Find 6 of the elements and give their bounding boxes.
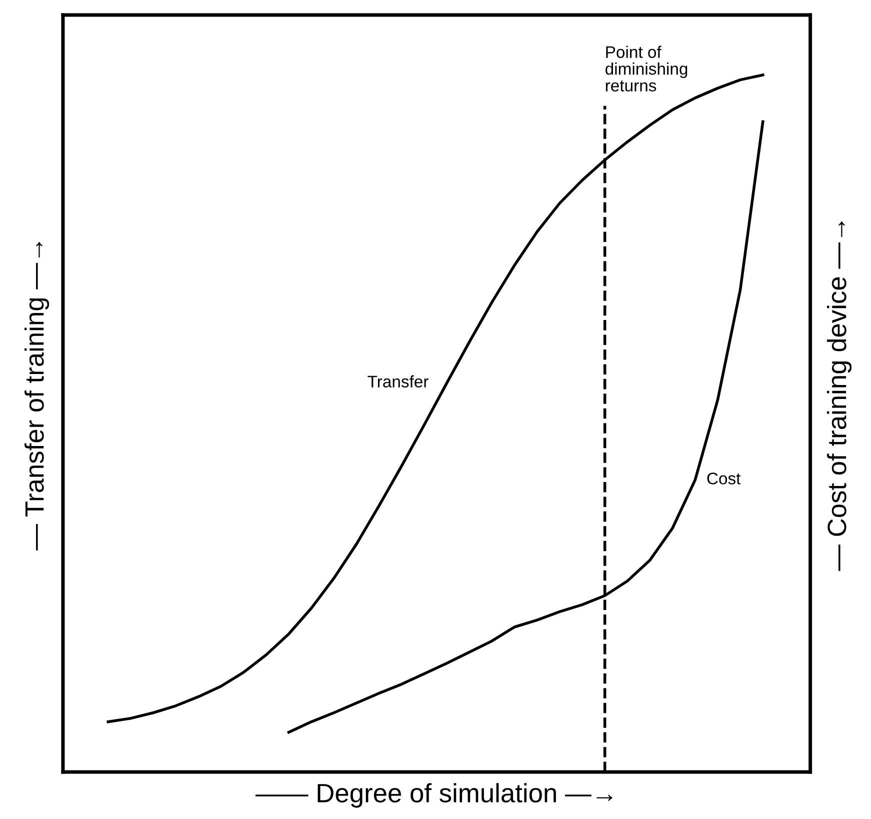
- annotation: Point of diminishing returns: [606, 46, 688, 92]
- y2-axis-title: — Cost of training device —→: [826, 221, 852, 571]
- series-label: Transfer: [368, 375, 428, 388]
- x-axis-title: —— Degree of simulation —→: [256, 783, 612, 808]
- y-axis-title: — Transfer of training —→: [24, 242, 50, 550]
- series-label: Cost: [707, 472, 741, 484]
